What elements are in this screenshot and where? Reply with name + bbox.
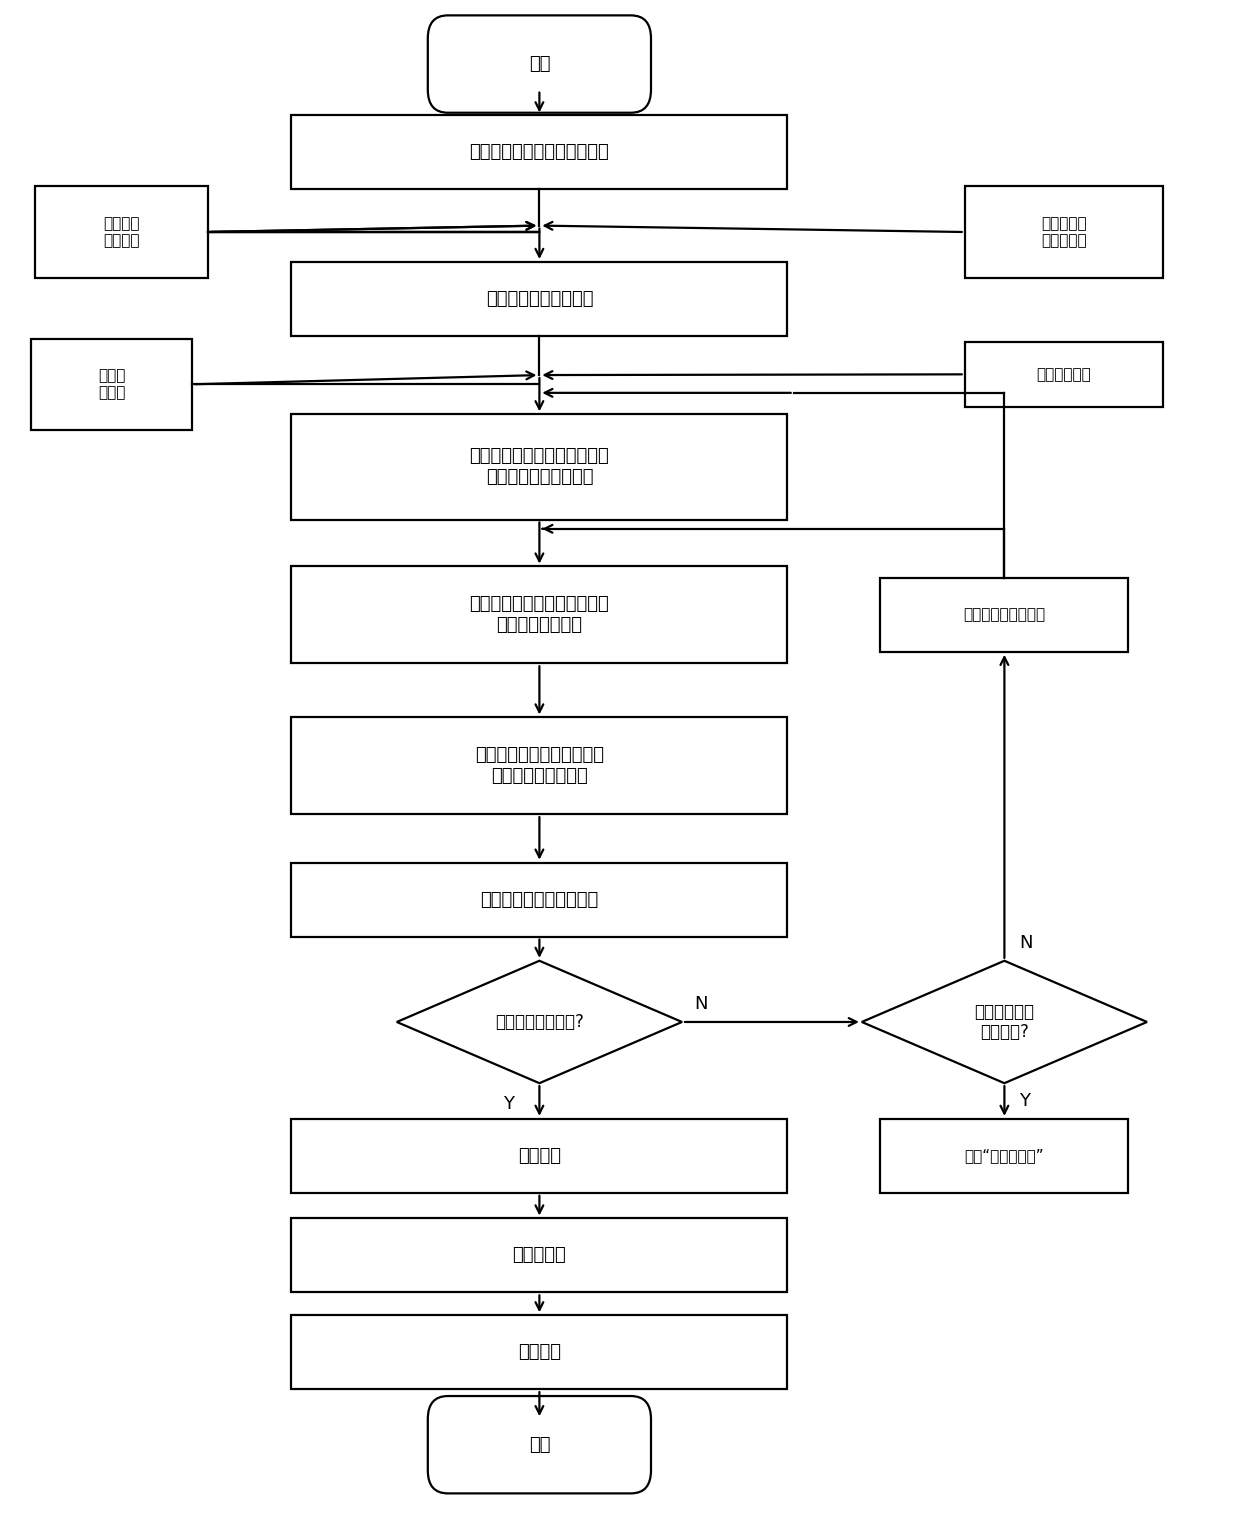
- Text: 城市电网分析: 城市电网分析: [1037, 367, 1091, 382]
- FancyBboxPatch shape: [35, 186, 208, 277]
- Text: 确定电动汽车充电需求: 确定电动汽车充电需求: [486, 289, 593, 308]
- Text: 交通路
网分析: 交通路 网分析: [98, 369, 125, 401]
- Text: 电动汽车充
电特性分析: 电动汽车充 电特性分析: [1042, 216, 1086, 248]
- Text: 是否满足最大
循环次数?: 是否满足最大 循环次数?: [975, 1002, 1034, 1042]
- Text: 利用加权伏罗诺伊图方法计算
负载率及服务区域: 利用加权伏罗诺伊图方法计算 负载率及服务区域: [470, 595, 609, 634]
- FancyBboxPatch shape: [291, 567, 787, 664]
- FancyBboxPatch shape: [880, 577, 1128, 652]
- Text: 结束: 结束: [528, 1436, 551, 1454]
- FancyBboxPatch shape: [428, 1397, 651, 1494]
- FancyBboxPatch shape: [965, 341, 1163, 407]
- FancyBboxPatch shape: [291, 262, 787, 337]
- Text: 是否满足收敛条件?: 是否满足收敛条件?: [495, 1013, 584, 1031]
- FancyBboxPatch shape: [31, 338, 192, 429]
- Text: N: N: [1019, 934, 1033, 952]
- FancyBboxPatch shape: [965, 186, 1163, 277]
- FancyBboxPatch shape: [291, 1316, 787, 1389]
- Text: 确定个体及全局最优粒子: 确定个体及全局最优粒子: [480, 891, 599, 909]
- Text: 输出“计算不收敛”: 输出“计算不收敛”: [965, 1148, 1044, 1164]
- Polygon shape: [862, 961, 1147, 1083]
- FancyBboxPatch shape: [291, 1218, 787, 1293]
- FancyBboxPatch shape: [880, 1119, 1128, 1193]
- FancyBboxPatch shape: [291, 116, 787, 189]
- Text: 电动汽车分布及出行方式分析: 电动汽车分布及出行方式分析: [470, 143, 609, 161]
- FancyBboxPatch shape: [291, 862, 787, 937]
- Polygon shape: [397, 961, 682, 1083]
- Text: 以充电站年收益为适应度函
数，计算粒子适应值: 以充电站年收益为适应度函 数，计算粒子适应值: [475, 746, 604, 786]
- Text: 计算结果: 计算结果: [518, 1147, 560, 1165]
- Text: Y: Y: [503, 1095, 513, 1113]
- Text: 更新粒子位置和速度: 更新粒子位置和速度: [963, 608, 1045, 623]
- FancyBboxPatch shape: [291, 717, 787, 815]
- Text: 可行性校验: 可行性校验: [512, 1246, 567, 1264]
- Text: 电动汽车
数量预测: 电动汽车 数量预测: [103, 216, 140, 248]
- Text: 输出结果: 输出结果: [518, 1343, 560, 1362]
- FancyBboxPatch shape: [291, 1119, 787, 1193]
- Text: N: N: [694, 996, 708, 1013]
- Text: 开始: 开始: [528, 55, 551, 73]
- Text: 随机确定初始粒子位置（充电
站位置及容量）及速度: 随机确定初始粒子位置（充电 站位置及容量）及速度: [470, 448, 609, 486]
- FancyBboxPatch shape: [291, 414, 787, 519]
- Text: Y: Y: [1019, 1092, 1030, 1110]
- FancyBboxPatch shape: [428, 15, 651, 113]
